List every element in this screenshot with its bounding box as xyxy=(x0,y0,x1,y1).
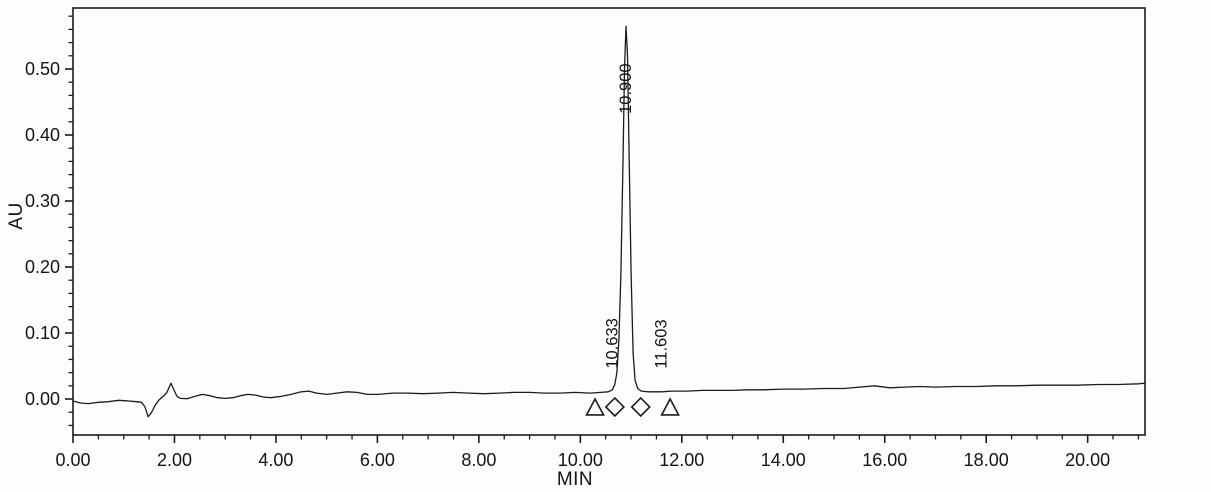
x-axis-tick-label: 10.00 xyxy=(558,450,603,470)
peak-retention-time-label: 10.900 xyxy=(617,63,635,113)
integration-triangle-marker xyxy=(660,397,680,416)
y-axis-tick-label: 0.20 xyxy=(25,257,60,277)
peak-retention-time-label: 11.603 xyxy=(653,319,671,368)
x-axis-tick-label: 14.00 xyxy=(761,450,806,470)
x-axis-tick-label: 8.00 xyxy=(461,450,496,470)
y-axis-tick-label: 0.00 xyxy=(25,389,60,409)
x-axis-tick-label: 16.00 xyxy=(862,450,907,470)
plot-frame xyxy=(72,7,1146,436)
x-axis-tick-label: 0.00 xyxy=(55,450,90,470)
x-axis-tick-label: 6.00 xyxy=(360,450,395,470)
y-axis-tick-label: 0.50 xyxy=(25,59,60,79)
y-axis-tick-label: 0.30 xyxy=(25,191,60,211)
x-axis-tick-label: 20.00 xyxy=(1065,450,1110,470)
integration-diamond-marker xyxy=(604,396,625,418)
integration-triangle-marker xyxy=(585,397,605,416)
x-axis-tick-label: 4.00 xyxy=(258,450,293,470)
x-axis-tick-label: 18.00 xyxy=(964,450,1009,470)
x-axis-tick-label: 2.00 xyxy=(157,450,192,470)
y-axis-tick-label: 0.40 xyxy=(25,125,60,145)
x-axis-title: MIN xyxy=(556,469,594,490)
peak-retention-time-label: 10.633 xyxy=(603,318,621,368)
y-axis-tick-label: 0.10 xyxy=(25,323,60,343)
detector-trace xyxy=(72,25,1146,418)
y-axis-title: AU xyxy=(6,202,27,230)
x-axis-tick-label: 12.00 xyxy=(659,450,704,470)
integration-diamond-marker xyxy=(630,396,651,418)
